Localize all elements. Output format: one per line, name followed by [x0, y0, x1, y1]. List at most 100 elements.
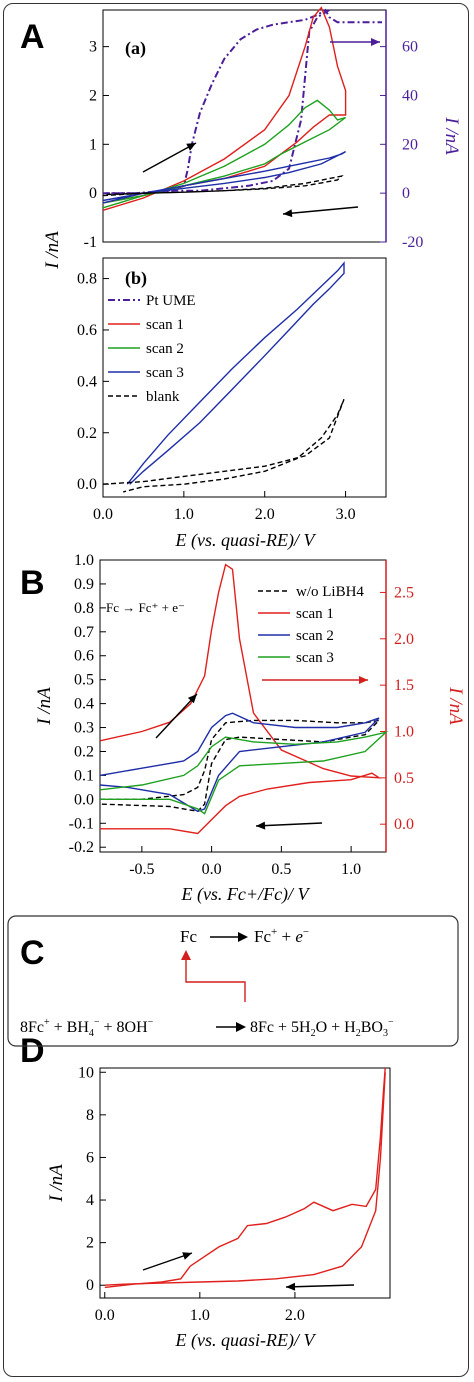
y2-tick-label: 0.0: [394, 816, 414, 833]
scan-direction-arrow-forward: [155, 693, 198, 739]
y-tick-label: 10: [78, 1064, 94, 1081]
chart-b: -0.2 -0.1 0.0 0.1 0.2 0.3 0.4 0.5 0.6 0.7 0.8 0.9 1.…: [34, 552, 466, 905]
scheme-feedback-arrow: [185, 958, 246, 1002]
scan-direction-arrow-forward-head: [187, 694, 197, 704]
scan-direction-arrow-reverse-head: [256, 821, 266, 830]
y-tick-label: -1: [84, 234, 97, 251]
x-tick-label: 2.0: [285, 1307, 305, 1324]
scan-direction-arrow-reverse-head: [286, 1282, 296, 1291]
scheme-line1-product: Fc+ + e−: [254, 926, 309, 946]
y2-tick-label: 1.0: [394, 723, 414, 740]
y2-tick-label: 0.5: [394, 770, 414, 787]
y-tick-label: -0.1: [69, 815, 94, 832]
y-tick-label: 1.0: [74, 552, 94, 569]
y-axis-label: I /nA: [34, 687, 55, 726]
subpanel-label: (a): [125, 38, 146, 59]
y-tick-label: 0.4: [77, 373, 97, 390]
y2-tick-label: -20: [402, 234, 423, 251]
scheme-line2-products: 8Fc + 5H2O + H2BO3−: [250, 1017, 394, 1039]
series-line-blank-5: [102, 174, 344, 197]
y-tick-label: 2: [89, 87, 97, 104]
x-tick-label: 0.0: [202, 861, 222, 878]
y-tick-label: 4: [86, 1192, 94, 1209]
reaction-annotation: Fc → Fc⁺ + e⁻: [106, 600, 185, 615]
series-line-scan1-2: [102, 6, 347, 211]
x-tick-label: 3.0: [336, 506, 356, 523]
y2-tick-label: 2.0: [394, 631, 414, 648]
y2-axis-label: I /nA: [445, 686, 466, 725]
y2-tick-label: 0: [402, 185, 410, 202]
y-tick-label: 0.9: [74, 576, 94, 593]
y-axis-label: I /nA: [46, 1164, 67, 1203]
y-tick-label: -0.2: [69, 839, 94, 856]
y-tick-label: 0.6: [74, 648, 94, 665]
series-line-scan3-2: [99, 712, 380, 813]
y-tick-label: 0.8: [74, 600, 94, 617]
series-line-scan2-3: [102, 99, 347, 209]
y-tick-label: 0: [86, 1277, 94, 1294]
plot-frame: [99, 1067, 391, 1299]
panel-c-box: [7, 915, 459, 1047]
y-tick-label: 0.6: [77, 322, 97, 339]
x-tick-label: 1.0: [174, 506, 194, 523]
legend-label-scan2: scan 2: [146, 341, 184, 357]
y-axis-label: I /nA: [42, 231, 63, 270]
y-tick-label: 0.0: [74, 791, 94, 808]
scan-direction-arrow-forward: [142, 142, 197, 173]
x-tick-label: 1.0: [341, 861, 361, 878]
y2-tick-label: 40: [402, 87, 418, 104]
y-tick-label: 0: [89, 185, 97, 202]
axis-pointer-arrow-head: [371, 38, 380, 46]
x-tick-label: 2.0: [255, 506, 275, 523]
y2-tick-label: 20: [402, 136, 418, 153]
chart-a-upper: -1 0 1 2 3 -20 0 20 40 60 (a) I /nA: [84, 6, 462, 251]
y-tick-label: 0.7: [74, 624, 94, 641]
y-tick-label: 0.2: [74, 743, 94, 760]
y-tick-label: 0.8: [77, 271, 97, 288]
y-tick-label: 0.0: [77, 476, 97, 493]
scheme-arrowhead-2: [236, 1022, 246, 1032]
panel-letter-b: B: [20, 564, 45, 602]
legend-label-pt: Pt UME: [146, 293, 196, 309]
y-tick-label: 0.1: [74, 767, 94, 784]
scan-direction-arrow-reverse: [255, 822, 323, 827]
panel-letter-d: D: [20, 1032, 45, 1070]
series-line-blank-1: [102, 399, 345, 493]
scan-direction-arrow-reverse: [282, 206, 359, 215]
y-tick-label: 1: [89, 136, 97, 153]
scheme-feedback-arrowhead: [181, 950, 191, 960]
y-tick-label: 0.2: [77, 425, 97, 442]
y2-tick-label: 1.5: [394, 677, 414, 694]
y-tick-label: 0.3: [74, 720, 94, 737]
legend-label-3: scan 3: [296, 650, 334, 666]
legend-label-blank: blank: [146, 389, 180, 405]
legend-label-0: w/o LiBH4: [296, 584, 364, 600]
scan-direction-arrow-reverse: [285, 1284, 355, 1288]
y2-tick-label: 60: [402, 39, 418, 56]
scan-direction-arrow-reverse-head: [283, 209, 293, 218]
scheme-line1-fc: Fc: [180, 927, 197, 946]
y2-tick-label: 2.5: [394, 584, 414, 601]
x-axis-label: E (vs. quasi-RE)/ V: [175, 1330, 317, 1351]
scan-direction-arrow-forward-head: [182, 1252, 192, 1260]
y-tick-label: 0.5: [74, 672, 94, 689]
x-tick-label: -0.5: [129, 861, 154, 878]
series-line-pt-0: [103, 8, 382, 195]
y-tick-label: 8: [86, 1107, 94, 1124]
legend-label-1: scan 1: [296, 606, 334, 622]
panel-c-scheme: Fc Fc+ + e− 8Fc+ + BH4− + 8OH− 8Fc + 5H2…: [7, 915, 459, 1047]
scheme-arrowhead-1: [238, 932, 248, 942]
x-axis-label: E (vs. quasi-RE)/ V: [175, 530, 317, 551]
series-line-scan3-4: [102, 150, 346, 204]
y-tick-label: 2: [86, 1235, 94, 1252]
plot-frame: [102, 257, 387, 498]
series-line-scan3-0: [126, 261, 345, 485]
series-line-scan1-0: [104, 1067, 386, 1289]
y-tick-label: 6: [86, 1149, 94, 1166]
y2-axis-label: I /nA: [441, 116, 462, 155]
scheme-line2-reactants: 8Fc+ + BH4− + 8OH−: [20, 1017, 154, 1039]
y-tick-label: 0.4: [74, 696, 94, 713]
x-tick-label: 0.0: [95, 1307, 115, 1324]
panel-letter-c: C: [20, 934, 45, 972]
legend-label-scan3: scan 3: [146, 365, 184, 381]
